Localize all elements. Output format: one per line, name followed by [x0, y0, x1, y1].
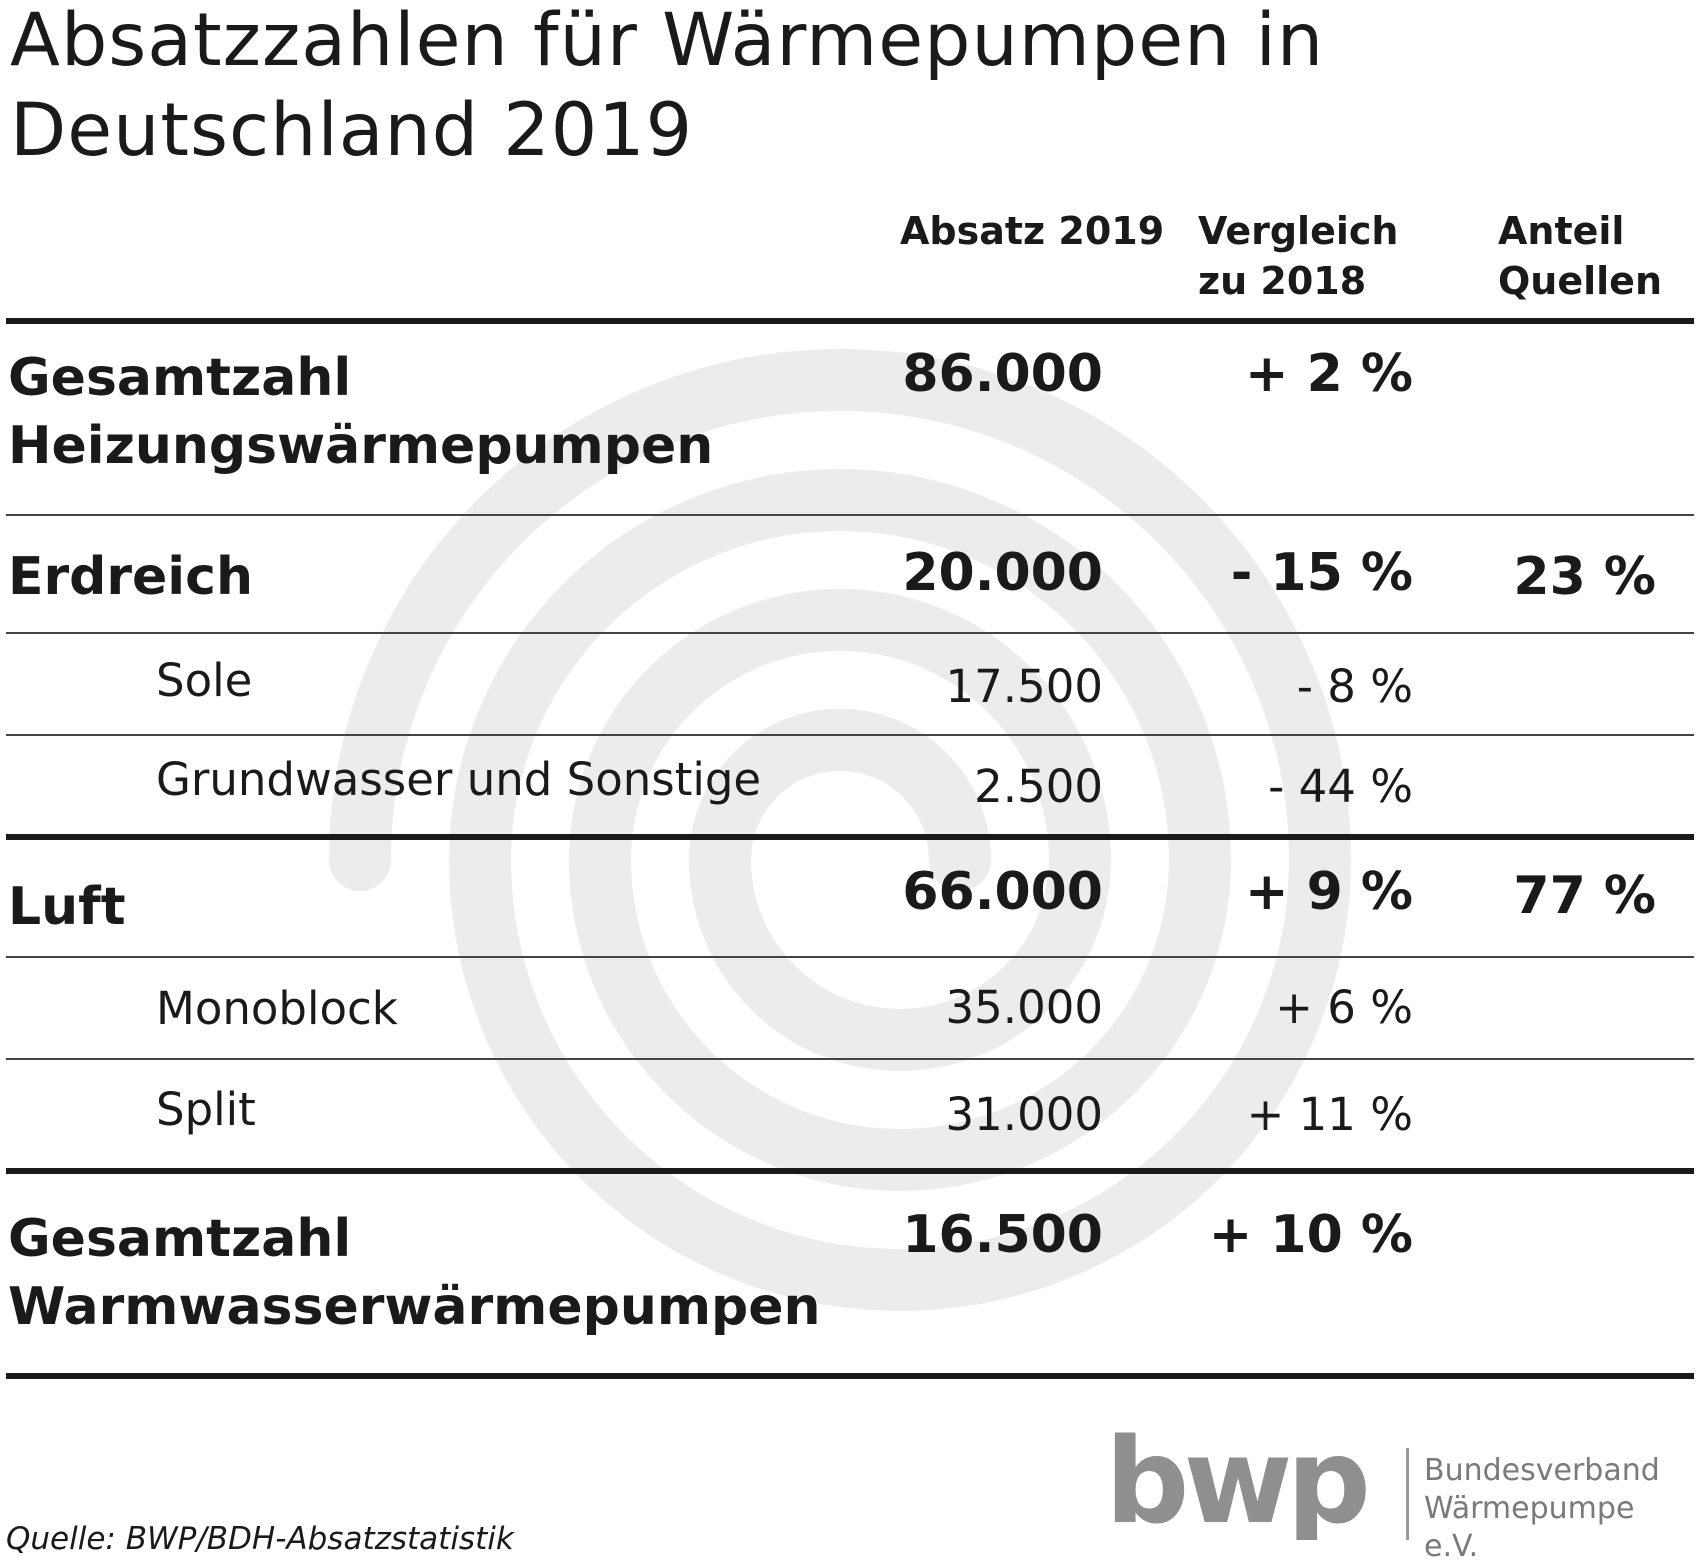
row-value-heiz-total-vergleich: + 2 %	[1244, 344, 1413, 404]
bwp-logo-wordmark: bwp	[1105, 1430, 1366, 1540]
row-divider	[6, 514, 1694, 516]
row-value-sole-vergleich: - 8 %	[1296, 660, 1413, 713]
row-divider	[6, 1058, 1694, 1060]
row-value-heiz-total-absatz: 86.000	[902, 344, 1103, 404]
page-title: Absatzzahlen für Wärmepumpen in Deutschl…	[10, 0, 1410, 176]
column-header-anteil: Anteil Quellen	[1498, 209, 1663, 303]
row-value-split-absatz: 31.000	[945, 1088, 1103, 1141]
row-label-erdreich: Erdreich	[8, 547, 253, 607]
row-value-grundwasser-vergleich: - 44 %	[1268, 760, 1413, 813]
row-label-ww-total: Gesamtzahl Warmwasserwärmepumpen	[8, 1209, 821, 1337]
row-value-sole-absatz: 17.500	[945, 660, 1103, 713]
row-label-monoblock: Monoblock	[156, 982, 398, 1035]
row-label-split: Split	[156, 1083, 256, 1136]
group-divider	[6, 834, 1694, 840]
row-label-luft: Luft	[8, 877, 126, 937]
logo-divider	[1406, 1448, 1409, 1540]
row-value-luft-anteil: 77 %	[1513, 866, 1656, 926]
row-value-monoblock-absatz: 35.000	[945, 981, 1103, 1034]
row-value-grundwasser-absatz: 2.500	[974, 760, 1103, 813]
row-value-ww-total-vergleich: + 10 %	[1208, 1205, 1413, 1265]
source-note: Quelle: BWP/BDH-Absatzstatistik	[6, 1521, 514, 1557]
row-value-ww-total-absatz: 16.500	[902, 1205, 1103, 1265]
org-name: Bundesverband Wärmepumpe e.V.	[1424, 1453, 1660, 1564]
table-bottom-rule	[6, 1373, 1694, 1379]
row-label-heiz-total: Gesamtzahl Heizungswärmepumpen	[8, 348, 714, 476]
row-value-luft-absatz: 66.000	[902, 862, 1103, 922]
row-value-erdreich-vergleich: - 15 %	[1230, 543, 1413, 603]
row-value-erdreich-absatz: 20.000	[902, 543, 1103, 603]
group-divider	[6, 1168, 1694, 1174]
row-label-grundwasser: Grundwasser und Sonstige	[156, 753, 762, 806]
row-value-monoblock-vergleich: + 6 %	[1275, 981, 1413, 1034]
row-value-luft-vergleich: + 9 %	[1244, 862, 1413, 922]
row-value-erdreich-anteil: 23 %	[1513, 547, 1656, 607]
row-divider	[6, 632, 1694, 634]
row-label-sole: Sole	[156, 654, 253, 707]
header-divider	[6, 318, 1694, 324]
row-divider	[6, 956, 1694, 958]
column-header-absatz: Absatz 2019	[900, 209, 1165, 253]
bwp-logo: bwp	[1105, 1430, 1372, 1540]
column-header-vergleich: Vergleich zu 2018	[1198, 209, 1399, 303]
title-line-1: Absatzzahlen für Wärmepumpen in	[10, 0, 1325, 83]
row-divider	[6, 734, 1694, 736]
row-value-split-vergleich: + 11 %	[1246, 1088, 1413, 1141]
title-line-2: Deutschland 2019	[10, 88, 694, 173]
